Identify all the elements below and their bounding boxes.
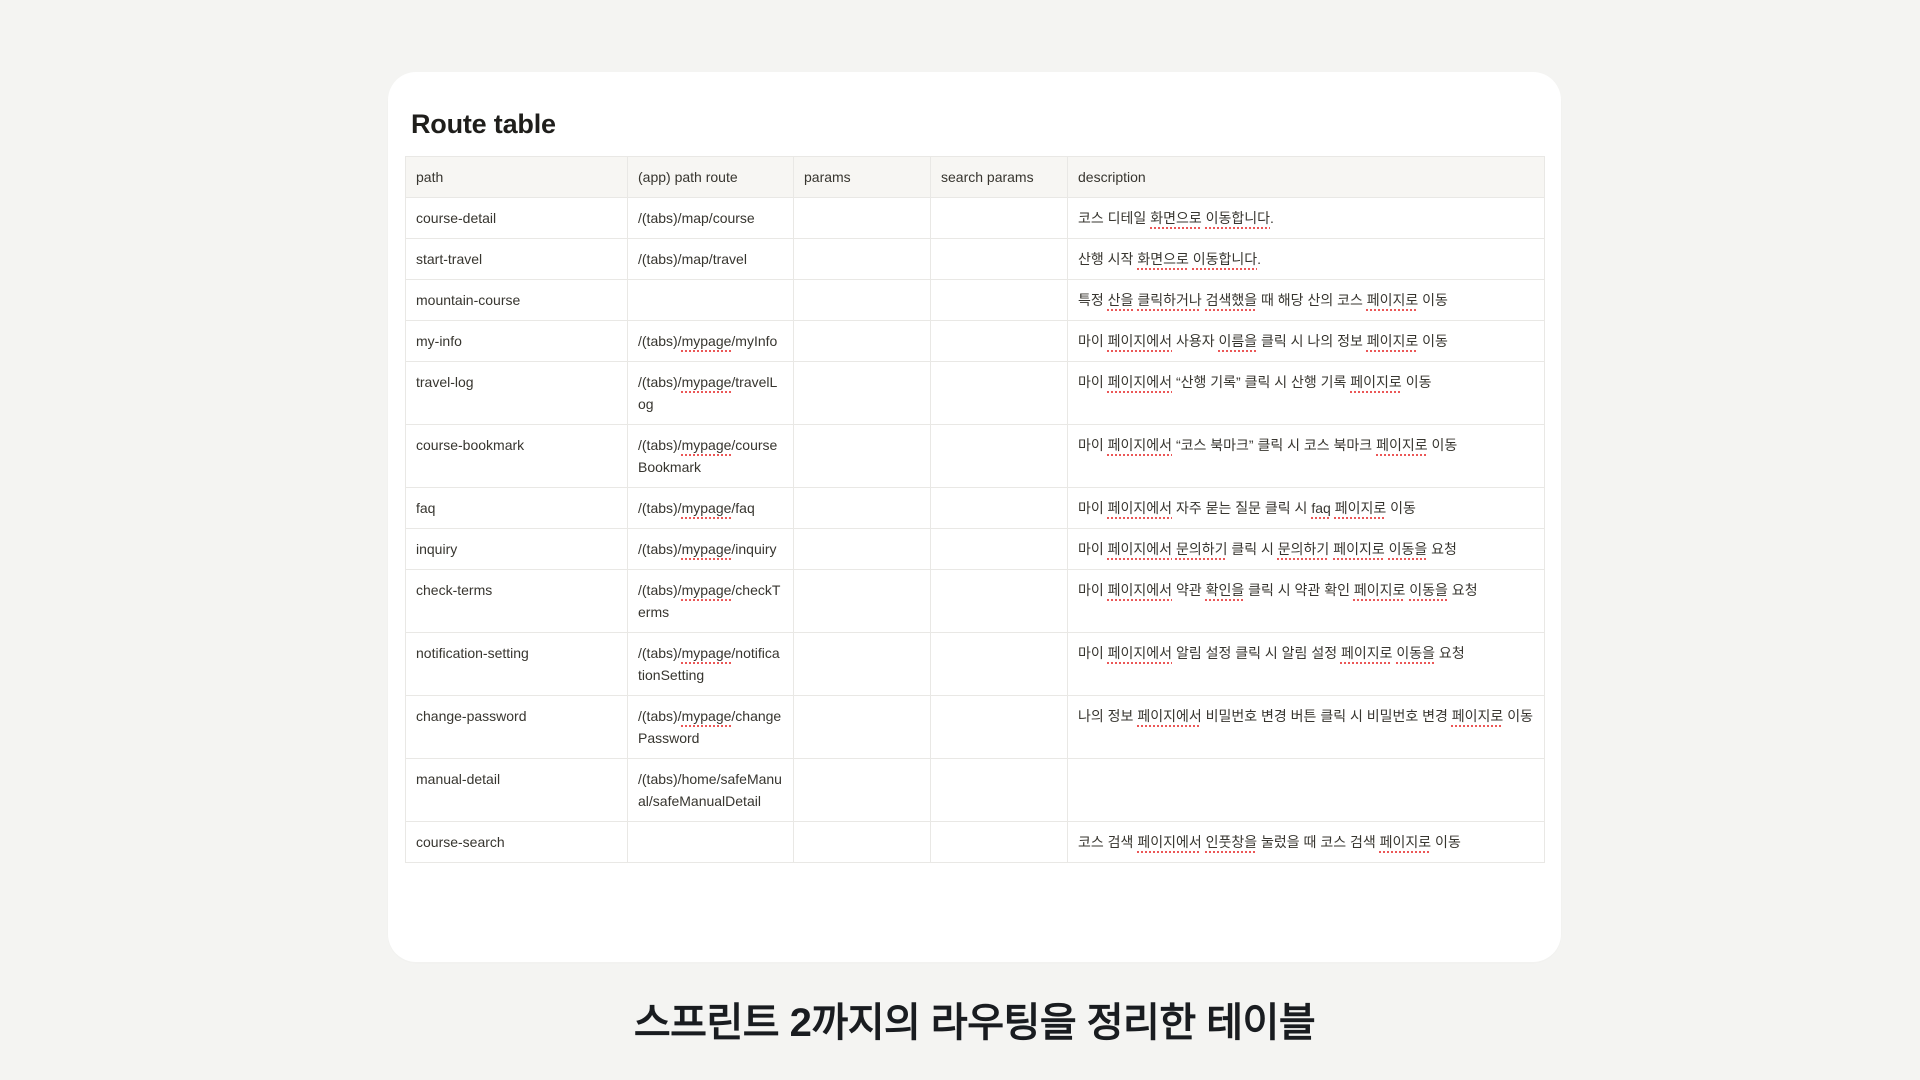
cell-route[interactable]: /(tabs)/home/safeManual/safeManualDetail (627, 758, 794, 822)
cell-route[interactable]: /(tabs)/mypage/checkTerms (627, 569, 794, 633)
cell-params[interactable] (793, 361, 931, 425)
cell-path[interactable]: course-search (405, 821, 628, 863)
column-header-route[interactable]: (app) path route (627, 156, 794, 198)
cell-search-params[interactable] (930, 320, 1068, 362)
cell-description[interactable]: 마이 페이지에서 “코스 북마크” 클릭 시 코스 북마크 페이지로 이동 (1067, 424, 1545, 488)
cell-params[interactable] (793, 821, 931, 863)
cell-params[interactable] (793, 197, 931, 239)
cell-search-params[interactable] (930, 279, 1068, 321)
cell-route[interactable]: /(tabs)/mypage/courseBookmark (627, 424, 794, 488)
table-row: manual-detail/(tabs)/home/safeManual/saf… (405, 758, 1545, 822)
cell-params[interactable] (793, 238, 931, 280)
table-row: mountain-course 특정 산을 클릭하거나 검색했을 때 해당 산의 … (405, 279, 1545, 321)
cell-path[interactable]: faq (405, 487, 628, 529)
table-row: change-password/(tabs)/mypage/changePass… (405, 695, 1545, 759)
table-row: check-terms/(tabs)/mypage/checkTerms 마이 페… (405, 569, 1545, 633)
cell-route[interactable]: /(tabs)/map/travel (627, 238, 794, 280)
cell-params[interactable] (793, 279, 931, 321)
cell-route[interactable]: /(tabs)/mypage/faq (627, 487, 794, 529)
cell-params[interactable] (793, 487, 931, 529)
cell-path[interactable]: mountain-course (405, 279, 628, 321)
cell-search-params[interactable] (930, 528, 1068, 570)
cell-params[interactable] (793, 569, 931, 633)
cell-route[interactable]: /(tabs)/map/course (627, 197, 794, 239)
table-header-row: path (app) path route params search params d… (405, 156, 1545, 198)
cell-search-params[interactable] (930, 632, 1068, 696)
table-row: inquiry/(tabs)/mypage/inquiry 마이 페이지에서 문의… (405, 528, 1545, 570)
cell-params[interactable] (793, 320, 931, 362)
cell-path[interactable]: check-terms (405, 569, 628, 633)
column-header-params[interactable]: params (793, 156, 931, 198)
cell-path[interactable]: start-travel (405, 238, 628, 280)
table-row: travel-log/(tabs)/mypage/travelLog 마이 페이지… (405, 361, 1545, 425)
cell-route[interactable]: /(tabs)/mypage/myInfo (627, 320, 794, 362)
table-row: course-bookmark/(tabs)/mypage/courseBook… (405, 424, 1545, 488)
cell-search-params[interactable] (930, 424, 1068, 488)
table-row: notification-setting/(tabs)/mypage/notif… (405, 632, 1545, 696)
table-row: course-search 코스 검색 페이지에서 인풋창을 눌렀을 때 코스 검… (405, 821, 1545, 863)
cell-params[interactable] (793, 758, 931, 822)
cell-path[interactable]: notification-setting (405, 632, 628, 696)
cell-description[interactable]: 코스 검색 페이지에서 인풋창을 눌렀을 때 코스 검색 페이지로 이동 (1067, 821, 1545, 863)
cell-path[interactable]: manual-detail (405, 758, 628, 822)
cell-search-params[interactable] (930, 758, 1068, 822)
table-row: my-info/(tabs)/mypage/myInfo 마이 페이지에서 사용자… (405, 320, 1545, 362)
cell-description[interactable]: 마이 페이지에서 약관 확인을 클릭 시 약관 확인 페이지로 이동을 요청 (1067, 569, 1545, 633)
cell-search-params[interactable] (930, 238, 1068, 280)
cell-path[interactable]: change-password (405, 695, 628, 759)
cell-description[interactable]: 산행 시작 화면으로 이동합니다. (1067, 238, 1545, 280)
cell-route[interactable]: /(tabs)/mypage/notificationSetting (627, 632, 794, 696)
cell-params[interactable] (793, 528, 931, 570)
table-row: faq/(tabs)/mypage/faq 마이 페이지에서 자주 묻는 질문 클… (405, 487, 1545, 529)
cell-params[interactable] (793, 424, 931, 488)
cell-route[interactable] (627, 279, 794, 321)
cell-description[interactable] (1067, 758, 1545, 822)
cell-search-params[interactable] (930, 569, 1068, 633)
cell-description[interactable]: 마이 페이지에서 문의하기 클릭 시 문의하기 페이지로 이동을 요청 (1067, 528, 1545, 570)
cell-description[interactable]: 마이 페이지에서 “산행 기록” 클릭 시 산행 기록 페이지로 이동 (1067, 361, 1545, 425)
cell-path[interactable]: course-bookmark (405, 424, 628, 488)
cell-path[interactable]: travel-log (405, 361, 628, 425)
cell-route[interactable] (627, 821, 794, 863)
route-table: path (app) path route params search params d… (405, 156, 1545, 863)
column-header-path[interactable]: path (405, 156, 628, 198)
cell-params[interactable] (793, 695, 931, 759)
cell-search-params[interactable] (930, 361, 1068, 425)
cell-description[interactable]: 마이 페이지에서 사용자 이름을 클릭 시 나의 정보 페이지로 이동 (1067, 320, 1545, 362)
cell-path[interactable]: my-info (405, 320, 628, 362)
cell-description[interactable]: 마이 페이지에서 알림 설정 클릭 시 알림 설정 페이지로 이동을 요청 (1067, 632, 1545, 696)
cell-route[interactable]: /(tabs)/mypage/inquiry (627, 528, 794, 570)
table-row: start-travel/(tabs)/map/travel 산행 시작 화면으로… (405, 238, 1545, 280)
cell-description[interactable]: 마이 페이지에서 자주 묻는 질문 클릭 시 faq 페이지로 이동 (1067, 487, 1545, 529)
card-content: Route table path (app) path route params se… (388, 72, 1561, 863)
page-title: Route table (411, 109, 556, 139)
page-caption: 스프린트 2까지의 라우팅을 정리한 테이블 (633, 1001, 1316, 1045)
cell-params[interactable] (793, 632, 931, 696)
cell-description[interactable]: 나의 정보 페이지에서 비밀번호 변경 버튼 클릭 시 비밀번호 변경 페이지로… (1067, 695, 1545, 759)
column-header-description[interactable]: description (1067, 156, 1545, 198)
cell-search-params[interactable] (930, 821, 1068, 863)
cell-route[interactable]: /(tabs)/mypage/travelLog (627, 361, 794, 425)
table-body: course-detail/(tabs)/map/course 코스 디테일 화면… (405, 197, 1545, 863)
cell-search-params[interactable] (930, 487, 1068, 529)
table-row: course-detail/(tabs)/map/course 코스 디테일 화면… (405, 197, 1545, 239)
cell-route[interactable]: /(tabs)/mypage/changePassword (627, 695, 794, 759)
cell-path[interactable]: course-detail (405, 197, 628, 239)
cell-search-params[interactable] (930, 695, 1068, 759)
cell-description[interactable]: 코스 디테일 화면으로 이동합니다. (1067, 197, 1545, 239)
cell-search-params[interactable] (930, 197, 1068, 239)
column-header-search-params[interactable]: search params (930, 156, 1068, 198)
cell-path[interactable]: inquiry (405, 528, 628, 570)
route-table-card: Route table path (app) path route params se… (388, 72, 1561, 962)
cell-description[interactable]: 특정 산을 클릭하거나 검색했을 때 해당 산의 코스 페이지로 이동 (1067, 279, 1545, 321)
